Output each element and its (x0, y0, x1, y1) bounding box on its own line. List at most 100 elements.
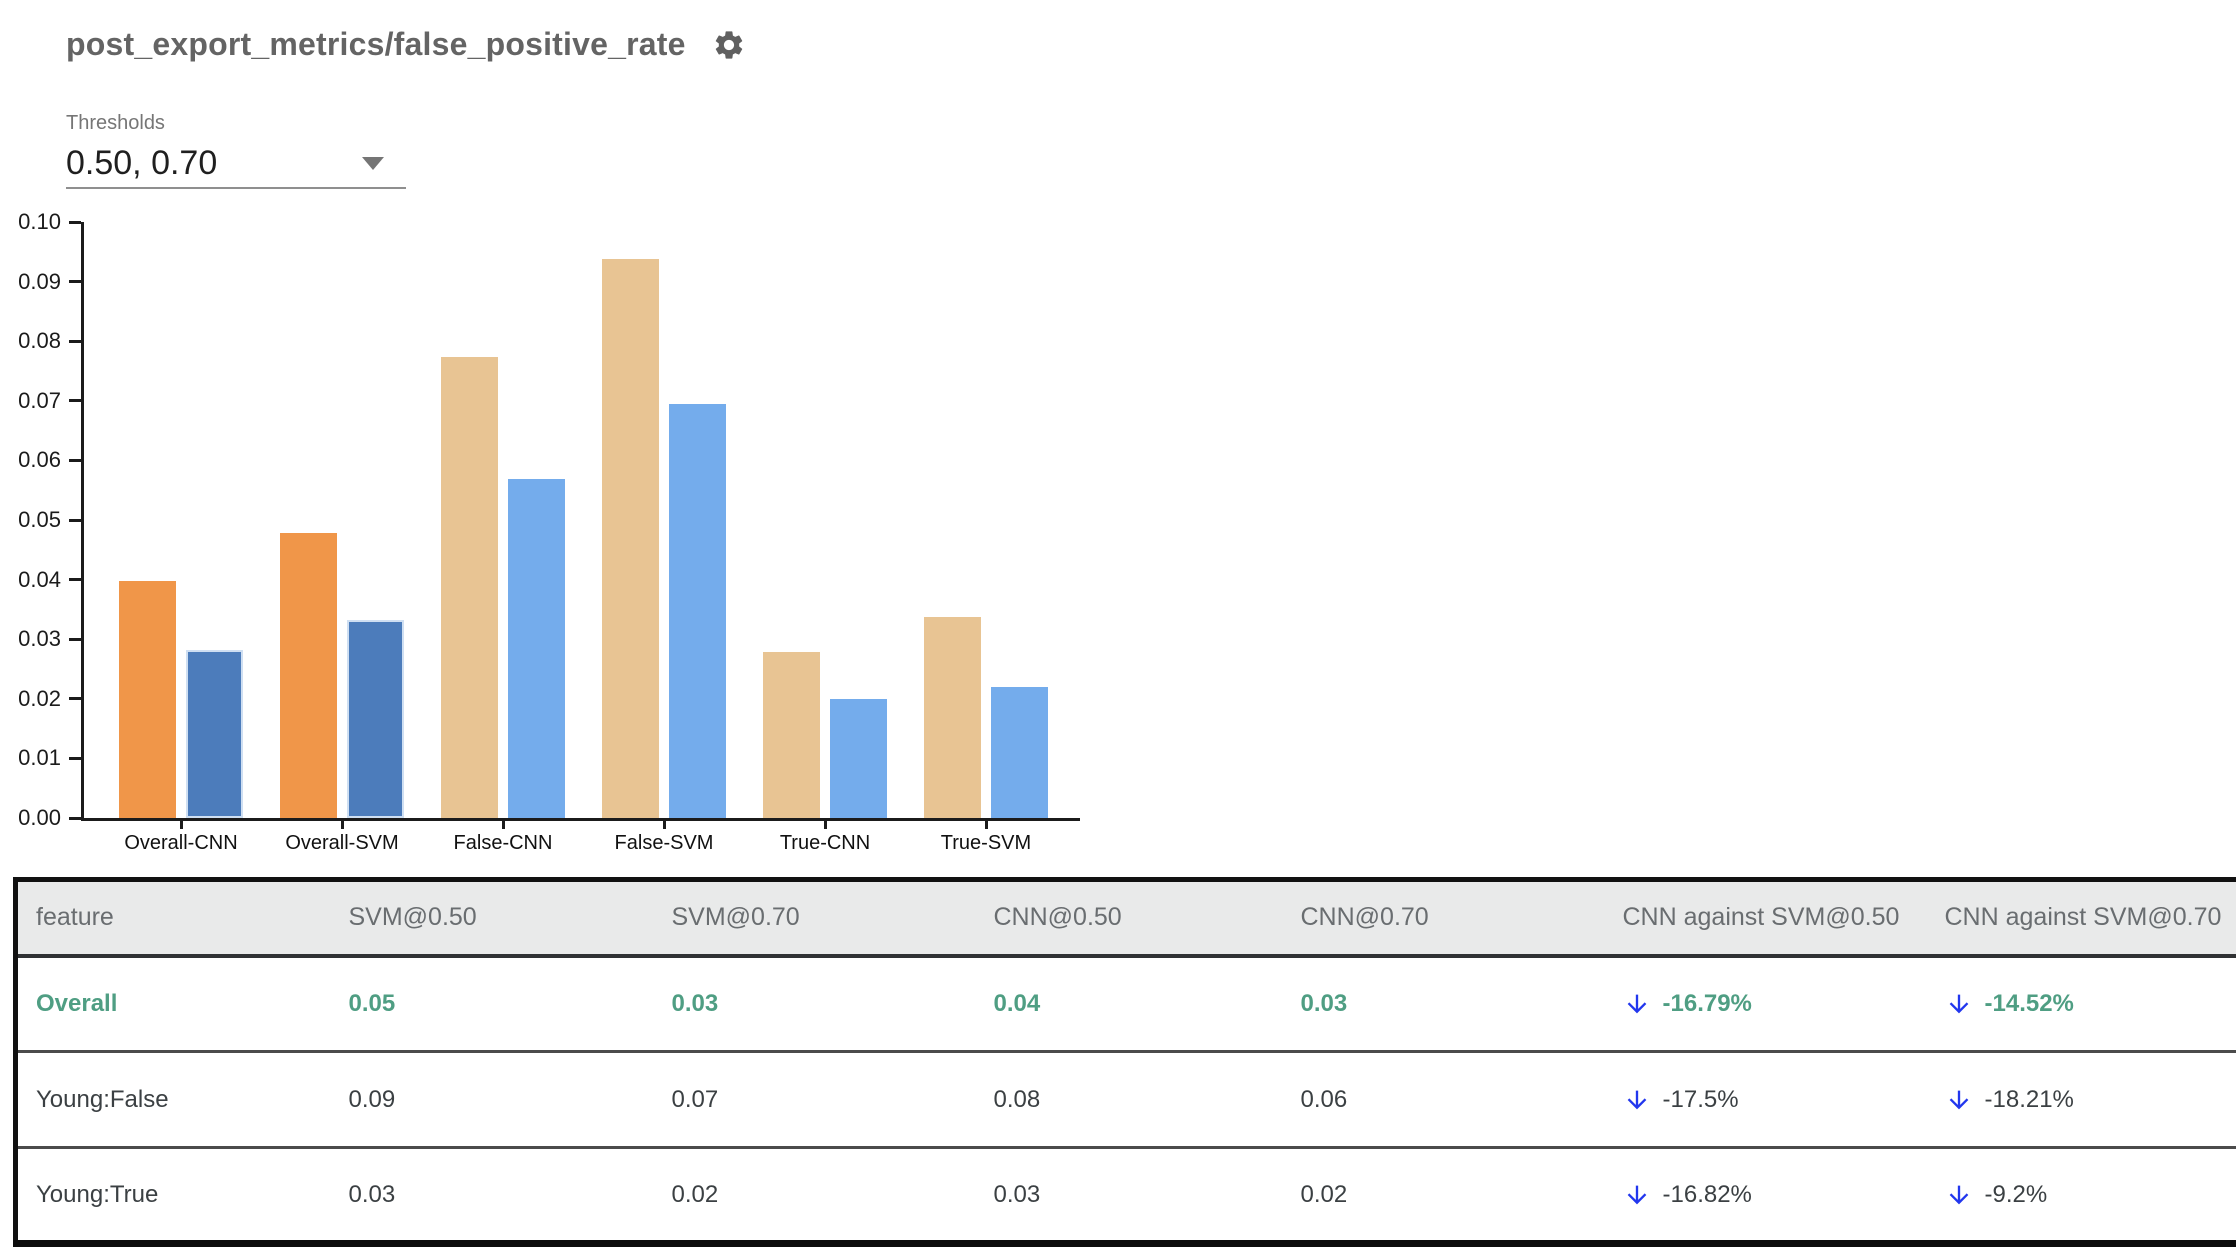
x-tick (984, 821, 988, 829)
y-tick-label: 0.00 (18, 805, 61, 830)
bar-true-svm-threshold-0.50[interactable] (924, 617, 981, 818)
y-tick-label: 0.05 (18, 507, 61, 532)
bar-false-cnn-threshold-0.70[interactable] (508, 479, 565, 818)
value-cell: 0.04 (993, 989, 1041, 1017)
bar-overall-cnn-threshold-0.70[interactable] (186, 650, 243, 818)
bar-overall-cnn-threshold-0.50[interactable] (119, 581, 176, 818)
bar-false-cnn-threshold-0.50[interactable] (441, 357, 498, 818)
y-tick (69, 339, 81, 343)
arrow-down-icon (1945, 1181, 1973, 1209)
bar-true-svm-threshold-0.70[interactable] (991, 687, 1048, 818)
y-tick (69, 399, 81, 403)
false-positive-rate-bar-chart: 0.00 0.01 0.02 0.03 0.04 0.05 0.06 0.07 0.08 0.09… (18, 209, 1080, 854)
y-tick-label: 0.03 (18, 626, 61, 652)
y-tick-label: 0.07 (18, 387, 61, 413)
feature-cell: Overall (36, 989, 118, 1017)
col-header-svm-070: SVM@0.70 (671, 903, 800, 932)
settings-icon (715, 30, 742, 59)
bar-overall-svm-threshold-0.70[interactable] (347, 620, 404, 818)
delta-value: -9.2% (1984, 1180, 2048, 1208)
feature-cell: Young:True (36, 1180, 159, 1208)
dropdown-caret-icon (362, 157, 384, 170)
delta-cell: -16.79% (1623, 956, 1945, 1052)
y-tick (69, 637, 81, 641)
table-row-young-false: Young:False 0.09 0.07 0.08 0.06 -17.5% -… (15, 1051, 2236, 1148)
x-axis-label: True-SVM (940, 832, 1032, 854)
delta-cell: -9.2% (1945, 1148, 2236, 1244)
y-axis-line (81, 222, 84, 821)
delta-value: -14.52% (1984, 990, 2074, 1018)
x-axis-label: Overall-CNN (124, 832, 238, 854)
bar-false-svm-threshold-0.70[interactable] (669, 404, 726, 818)
delta-value: -16.82% (1662, 1180, 1752, 1208)
col-header-cnn-070: CNN@0.70 (1300, 903, 1429, 932)
x-axis-label: False-SVM (614, 832, 714, 854)
arrow-down-icon (1945, 990, 1973, 1018)
x-tick (501, 821, 505, 829)
y-tick-label: 0.01 (18, 745, 61, 771)
y-tick (69, 816, 81, 820)
x-tick (823, 821, 827, 829)
y-tick (69, 697, 81, 701)
y-tick-label: 0.10 (18, 209, 61, 234)
col-header-svm-050: SVM@0.50 (348, 903, 477, 932)
thresholds-dropdown[interactable]: Thresholds 0.50, 0.70 (66, 112, 406, 189)
bar-true-cnn-threshold-0.70[interactable] (830, 699, 887, 818)
delta-value: -16.79% (1662, 990, 1752, 1018)
bar-false-svm-threshold-0.50[interactable] (602, 259, 659, 818)
page-title: post_export_metrics/false_positive_rate (66, 26, 686, 62)
x-tick (340, 821, 344, 829)
delta-value: -17.5% (1662, 1085, 1739, 1113)
x-axis-line (81, 818, 1080, 821)
y-tick (69, 578, 81, 582)
bar-overall-svm-threshold-0.50[interactable] (280, 533, 337, 818)
settings-button[interactable] (712, 28, 746, 62)
delta-cell: -17.5% (1623, 1052, 1945, 1148)
y-tick (69, 280, 81, 284)
y-tick-label: 0.06 (18, 447, 61, 473)
y-tick-label: 0.09 (18, 268, 61, 294)
delta-value: -18.21% (1984, 1085, 2074, 1113)
y-tick (69, 756, 81, 760)
delta-cell: -18.21% (1945, 1052, 2236, 1148)
x-axis-label: True-CNN (779, 832, 871, 854)
arrow-down-icon (1623, 1086, 1651, 1114)
table-header-row: feature SVM@0.50 SVM@0.70 CNN@0.50 CNN@0… (15, 879, 2236, 956)
bar-true-cnn-threshold-0.50[interactable] (763, 652, 820, 818)
x-axis-label: False-CNN (453, 832, 553, 854)
value-cell: 0.03 (348, 1180, 396, 1208)
value-cell: 0.02 (671, 1180, 719, 1208)
y-tick (69, 458, 81, 462)
feature-cell: Young:False (36, 1085, 169, 1113)
value-cell: 0.08 (993, 1085, 1041, 1113)
y-tick (69, 518, 81, 522)
x-tick (662, 821, 666, 829)
col-header-cnn-vs-svm-050: CNN against SVM@0.50 (1622, 903, 1900, 932)
col-header-cnn-vs-svm-070: CNN against SVM@0.70 (1944, 903, 2222, 932)
thresholds-value: 0.50, 0.70 (66, 144, 218, 182)
arrow-down-icon (1945, 1086, 1973, 1114)
delta-cell: -16.82% (1623, 1148, 1945, 1244)
arrow-down-icon (1623, 990, 1651, 1018)
y-tick (69, 220, 81, 224)
delta-cell: -14.52% (1945, 956, 2236, 1052)
x-tick (179, 821, 183, 829)
value-cell: 0.03 (993, 1180, 1041, 1208)
thresholds-label: Thresholds (66, 112, 165, 134)
metrics-table: feature SVM@0.50 SVM@0.70 CNN@0.50 CNN@0… (13, 877, 2236, 1247)
value-cell: 0.06 (1300, 1085, 1348, 1113)
title-bar: post_export_metrics/false_positive_rate (66, 26, 746, 63)
value-cell: 0.03 (671, 989, 719, 1017)
table-row-overall: Overall 0.05 0.03 0.04 0.03 -16.79% -14.… (15, 955, 2236, 1052)
y-tick-label: 0.04 (18, 566, 61, 592)
value-cell: 0.07 (671, 1085, 719, 1113)
arrow-down-icon (1623, 1181, 1651, 1209)
dropdown-underline (66, 187, 406, 189)
value-cell: 0.05 (348, 989, 396, 1017)
col-header-cnn-050: CNN@0.50 (993, 903, 1122, 932)
y-tick-label: 0.02 (18, 685, 61, 711)
table-row-young-true: Young:True 0.03 0.02 0.03 0.02 -16.82% -… (15, 1147, 2236, 1244)
value-cell: 0.03 (1300, 989, 1348, 1017)
value-cell: 0.09 (348, 1085, 396, 1113)
